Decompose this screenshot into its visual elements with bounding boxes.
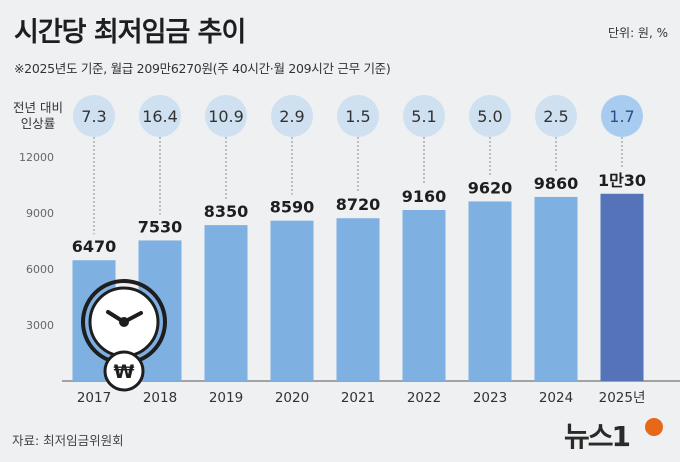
rate-label: 1.7 bbox=[609, 107, 634, 126]
bar-2023 bbox=[468, 201, 512, 381]
svg-text:₩: ₩ bbox=[114, 361, 135, 383]
y-tick-label: 6000 bbox=[26, 263, 54, 276]
bar-2022 bbox=[402, 210, 446, 381]
source-label: 자료: 최저임금위원회 bbox=[12, 433, 124, 448]
y-tick-label: 12000 bbox=[19, 151, 54, 164]
bar-2025년 bbox=[600, 193, 644, 381]
rate-circle bbox=[337, 95, 379, 137]
page-title: 시간당 최저임금 추이 bbox=[14, 17, 246, 48]
value-label: 9620 bbox=[468, 178, 513, 197]
y-tick-label: 3000 bbox=[26, 319, 54, 332]
rate-label: 2.9 bbox=[279, 107, 304, 126]
x-tick-label: 2019 bbox=[209, 390, 243, 406]
rate-circle bbox=[601, 95, 643, 137]
x-tick-label: 2020 bbox=[275, 390, 309, 406]
x-tick-label: 2018 bbox=[143, 390, 177, 406]
rate-label: 16.4 bbox=[142, 107, 178, 126]
rate-circle bbox=[205, 95, 247, 137]
bar-2020 bbox=[270, 220, 314, 381]
rate-circle bbox=[271, 95, 313, 137]
rate-label: 7.3 bbox=[81, 107, 106, 126]
rate-label: 1.5 bbox=[345, 107, 370, 126]
won-coin-icon: ₩ bbox=[103, 350, 145, 392]
value-label: 1만30 bbox=[598, 171, 646, 190]
value-label: 9860 bbox=[534, 174, 579, 193]
rate-circle bbox=[403, 95, 445, 137]
subtitle: ※2025년도 기준, 월급 209만6270원(주 40시간·월 209시간 … bbox=[14, 61, 391, 76]
bar-2019 bbox=[204, 225, 248, 381]
rate-circle bbox=[469, 95, 511, 137]
x-tick-label: 2022 bbox=[407, 390, 441, 406]
value-label: 6470 bbox=[72, 237, 117, 256]
rate-label: 2.5 bbox=[543, 107, 568, 126]
x-tick-label: 2025년 bbox=[599, 390, 646, 406]
rate-circle bbox=[139, 95, 181, 137]
rate-label: 10.9 bbox=[208, 107, 244, 126]
bar-2021 bbox=[336, 218, 380, 381]
logo-wordmark: 뉴스1 bbox=[564, 420, 630, 453]
rate-label: 5.1 bbox=[411, 107, 436, 126]
value-label: 8590 bbox=[270, 198, 315, 217]
value-label: 7530 bbox=[138, 217, 183, 236]
news1-logo: 뉴스1 bbox=[564, 418, 663, 453]
rate-label: 5.0 bbox=[477, 107, 502, 126]
x-tick-label: 2021 bbox=[341, 390, 375, 406]
rate-row-label: 전년 대비 인상률 bbox=[13, 100, 63, 131]
value-label: 8350 bbox=[204, 202, 249, 221]
x-tick-label: 2017 bbox=[77, 390, 111, 406]
value-label: 9160 bbox=[402, 187, 447, 206]
rate-circle bbox=[535, 95, 577, 137]
bar-2024 bbox=[534, 196, 578, 381]
unit-label: 단위: 원, % bbox=[607, 26, 668, 40]
rate-circle bbox=[73, 95, 115, 137]
value-label: 8720 bbox=[336, 195, 381, 214]
x-tick-label: 2024 bbox=[539, 390, 573, 406]
x-tick-label: 2023 bbox=[473, 390, 507, 406]
y-tick-label: 9000 bbox=[26, 207, 54, 220]
